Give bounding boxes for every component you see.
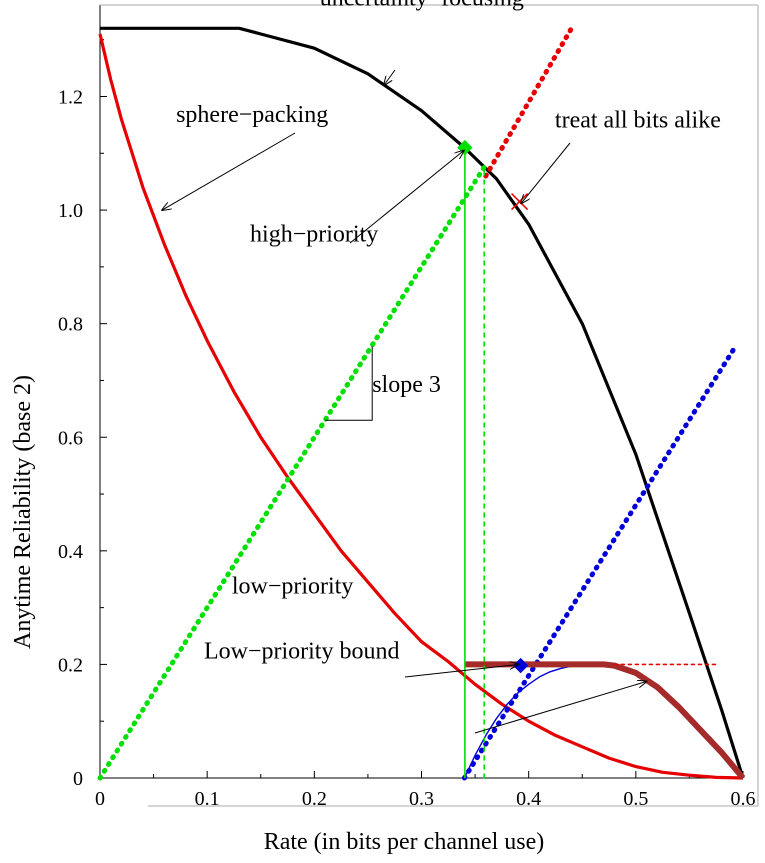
treat-all-bits-alike-line-series [483, 25, 574, 179]
low-priority-bound-arrow [474, 681, 647, 734]
x-tick-label: 0 [95, 788, 105, 810]
slope-marker [325, 346, 373, 421]
high-priority-arrow [349, 150, 464, 244]
low-priority-annotation: low−priority [232, 573, 354, 599]
x-tick-label: 0.3 [409, 788, 434, 810]
y-tick-label: 0.2 [58, 654, 83, 676]
y-tick-label: 0.6 [58, 427, 83, 449]
x-tick-label: 0.6 [731, 788, 756, 810]
series-layer [97, 25, 746, 781]
uncertainty-focusing-series [100, 26, 745, 779]
y-tick-label: 0.4 [58, 541, 83, 563]
x-tick-label: 0.1 [195, 788, 220, 810]
treat-all-bits-alike-annotation: treat all bits alike [555, 108, 721, 134]
uncertainty-focusing-annotation: uncertainty−focusing [320, 0, 524, 12]
sphere-packing-series [98, 33, 744, 780]
y-tick-label: 1.2 [58, 87, 83, 109]
sphere-packing-arrow [162, 132, 296, 210]
green-slope-3-line-series [97, 162, 489, 781]
sphere-packing-annotation: sphere−packing [176, 102, 328, 128]
y-axis-title: Anytime Reliability (base 2) [10, 375, 36, 649]
y-tick-label: 0.8 [58, 314, 83, 336]
low-priority-bound-annotation: Low−priority bound [204, 639, 400, 665]
slope-3-marker [325, 346, 373, 421]
x-axis-title: Rate (in bits per channel use) [264, 829, 545, 855]
x-tick-label: 0.2 [302, 788, 327, 810]
y-tick-label: 1.0 [58, 200, 83, 222]
low-priority-arrow [404, 664, 518, 678]
blue-slope-3-line-series [461, 343, 738, 781]
y-tick-label: 0 [73, 768, 83, 790]
treat-all-bits-alike-arrow [521, 142, 571, 203]
axis-ticks: 0 0.1 0.2 0.3 0.4 0.5 0.6 0 0.2 0.4 0.6 0.8 1.0 1.2 [58, 39, 756, 810]
x-tick-label: 0.4 [516, 788, 541, 810]
x-tick-label: 0.5 [623, 788, 648, 810]
uncertainty-focusing-arrow [384, 69, 396, 85]
high-priority-annotation: high−priority [250, 221, 378, 247]
slope-3-annotation: slope 3 [372, 372, 441, 398]
annotations-layer: uncertainty−focusing sphere−packing treat … [162, 0, 721, 734]
